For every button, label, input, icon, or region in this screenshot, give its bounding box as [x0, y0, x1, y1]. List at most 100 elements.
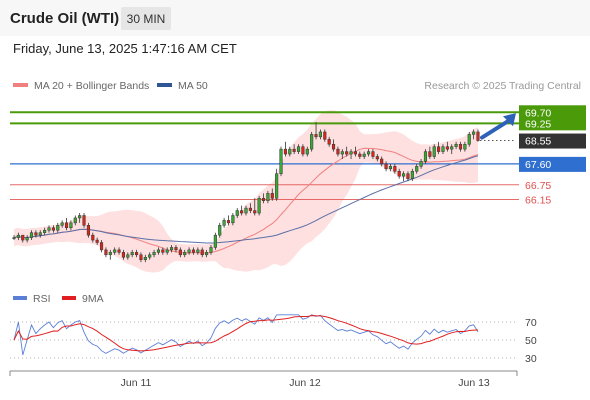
candle-body-up — [29, 232, 34, 238]
ma50-line — [13, 155, 479, 244]
candle — [410, 168, 414, 182]
candle-body-up — [310, 134, 314, 150]
rsi-tick-label: 50 — [525, 335, 537, 347]
candle — [331, 139, 336, 152]
candle — [91, 232, 95, 243]
candle-body-up — [415, 166, 419, 172]
candle-body-up — [362, 153, 366, 157]
candle — [279, 146, 283, 177]
candle — [51, 225, 55, 233]
copyright-text: Research © 2025 Trading Central — [424, 80, 581, 92]
candle — [178, 247, 182, 258]
candle-body-up — [318, 131, 322, 138]
candle — [257, 195, 261, 216]
arrow-head — [503, 113, 516, 127]
candle-body-down — [353, 151, 357, 155]
candle-body-down — [397, 171, 401, 177]
candle — [139, 252, 143, 263]
candle-body-up — [231, 215, 235, 224]
candle — [432, 144, 436, 159]
candle — [261, 193, 266, 204]
candle — [467, 131, 471, 147]
candle — [47, 225, 51, 233]
arrow-shaft — [480, 119, 510, 140]
candle-body-up — [402, 173, 406, 177]
candle-body-up — [60, 222, 64, 226]
candle-body-up — [441, 146, 445, 152]
support-label: 66.15 — [525, 195, 551, 207]
candle — [161, 247, 165, 255]
candle-body-up — [183, 252, 187, 256]
bollinger-band — [14, 110, 478, 273]
candle — [209, 244, 213, 255]
rsi-legend-label: RSI — [33, 293, 51, 305]
candle — [56, 222, 60, 233]
candle — [231, 213, 235, 226]
candle — [388, 163, 393, 172]
candle — [104, 247, 108, 258]
candle — [384, 161, 388, 172]
candle — [340, 149, 344, 159]
rsi-ma-line — [13, 315, 479, 352]
candle-body-down — [428, 151, 432, 157]
candle — [187, 247, 191, 255]
candle-body-down — [161, 249, 165, 253]
timeframe-button[interactable]: 30 MIN — [121, 7, 171, 30]
candle-body-up — [288, 148, 292, 155]
candle-body-down — [21, 234, 25, 241]
candle — [275, 168, 279, 201]
candle-body-up — [305, 148, 309, 155]
candle — [353, 146, 357, 157]
candle-body-up — [218, 225, 222, 236]
candle — [441, 144, 445, 155]
candle-body-up — [266, 193, 270, 201]
candle — [235, 208, 239, 218]
candle-body-up — [25, 237, 29, 241]
candle — [349, 149, 353, 159]
candle — [148, 252, 152, 260]
candle-body-down — [327, 139, 331, 145]
candle — [174, 244, 178, 253]
candle-body-up — [170, 247, 174, 251]
candle-body-down — [384, 163, 388, 170]
x-tick-label: Jun 12 — [289, 377, 321, 389]
candle-body-down — [104, 249, 108, 256]
chart-datetime: Friday, June 13, 2025 1:47:16 AM CET — [13, 41, 237, 56]
candle — [165, 247, 169, 255]
candle-body-up — [463, 143, 467, 150]
candle-body-up — [450, 146, 454, 150]
candle — [371, 149, 375, 159]
candle — [248, 203, 252, 214]
candle — [266, 190, 270, 204]
candle — [78, 213, 82, 223]
candle — [253, 198, 257, 216]
candle-body-up — [209, 247, 213, 253]
candle-body-up — [113, 249, 117, 253]
candle — [336, 146, 340, 157]
rsi-ma-swatch — [62, 296, 76, 300]
candle — [121, 249, 125, 260]
candle — [183, 249, 187, 258]
bollinger-band-area — [14, 110, 478, 273]
candle-body-up — [108, 252, 112, 256]
candle — [29, 230, 34, 241]
candle-body-down — [261, 198, 266, 201]
candle-body-down — [458, 143, 463, 150]
pivot-label: 67.60 — [525, 159, 551, 171]
candle-body-down — [82, 215, 86, 226]
candle-body-down — [476, 131, 480, 141]
candle-body-up — [205, 252, 209, 256]
candle-body-up — [152, 252, 156, 256]
candle-body-down — [380, 158, 384, 165]
candle — [113, 247, 117, 255]
moving-averages — [13, 147, 479, 254]
candle-body-down — [178, 249, 182, 256]
candle-body-down — [99, 242, 104, 251]
candle-body-up — [340, 151, 344, 155]
candle — [152, 249, 156, 258]
candle — [73, 215, 77, 226]
candle-body-up — [213, 234, 217, 248]
candle — [25, 235, 29, 243]
candle — [428, 146, 432, 159]
